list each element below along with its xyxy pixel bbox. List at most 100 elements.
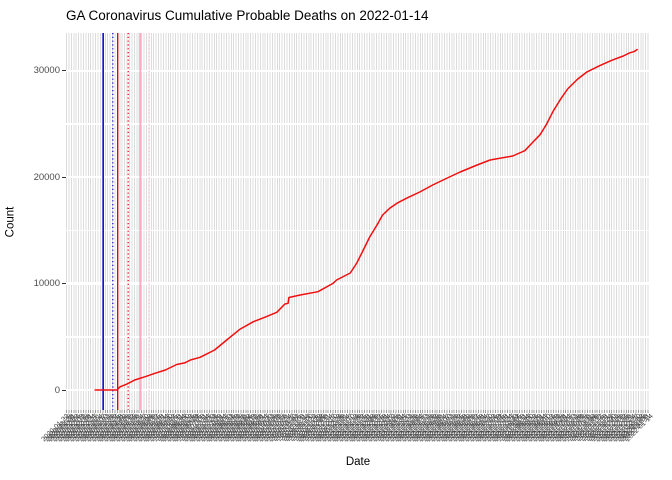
x-tick-label: 2020-04-24: [115, 413, 147, 444]
x-tick-label: 2020-12-02: [295, 413, 326, 444]
x-tick-label: 2020-03-19: [86, 413, 117, 444]
x-tick-label: 2022-01-11: [622, 413, 653, 443]
x-tick-label: 2020-02-27: [69, 413, 101, 444]
x-tick-label: 2020-12-23: [312, 413, 343, 444]
x-tick-label: 2020-07-05: [173, 413, 205, 444]
x-tick-label: 2021-12-12: [598, 413, 629, 444]
x-tick-label: 2021-01-10: [326, 413, 357, 444]
x-tick-label: 2020-05-21: [137, 413, 168, 444]
x-tick-label: 2021-10-16: [551, 413, 583, 444]
y-gridline-major: [66, 388, 650, 392]
x-tick-label: 2021-03-11: [375, 413, 406, 443]
x-tick-label: 2020-07-14: [181, 413, 212, 444]
x-axis-title: Date: [345, 456, 371, 468]
x-tick-label: 2021-09-13: [525, 413, 556, 444]
x-tick-label: 2021-04-13: [401, 413, 433, 444]
x-tick-label: 2021-08-05: [493, 413, 525, 444]
x-tick-label: 2020-10-27: [266, 413, 297, 444]
x-tick-label: 2021-07-21: [481, 413, 512, 444]
x-tick-label: 2020-04-30: [120, 413, 151, 444]
x-tick-label: 2021-12-18: [602, 413, 634, 444]
x-tick-label: 2021-10-10: [547, 413, 578, 444]
x-tick-label: 2021-10-07: [544, 413, 575, 444]
y-tick-mark: [62, 389, 66, 391]
x-tick-label: 2020-05-27: [142, 413, 173, 444]
x-tick-label: 2020-03-07: [77, 413, 108, 444]
x-tick-label: 2021-09-19: [530, 413, 561, 444]
x-tick-label: 2021-09-07: [520, 413, 551, 444]
x-tick-label: 2021-12-09: [595, 413, 626, 444]
x-tick-label: 2020-02-24: [67, 413, 98, 444]
x-tick-label: 2021-06-21: [457, 413, 488, 444]
x-tick-label: 2020-04-15: [108, 413, 139, 444]
x-tick-label: 2020-10-15: [256, 413, 287, 444]
x-tick-label: 2021-10-13: [549, 413, 580, 444]
y-gridline-minor: [66, 229, 650, 232]
x-tick-label: 2020-09-21: [236, 413, 268, 444]
x-tick-label: 2020-07-17: [183, 413, 214, 444]
x-tick-label: 2021-02-09: [350, 413, 382, 444]
x-tick-label: 2020-10-12: [253, 413, 285, 444]
x-tick-label: 2021-06-27: [462, 413, 493, 444]
x-tick-label: 2020-08-31: [220, 413, 251, 444]
x-tick-label: 2021-11-12: [574, 413, 605, 443]
x-tick-label: 2021-07-12: [474, 413, 505, 444]
x-tick-label: 2021-03-14: [377, 413, 408, 444]
x-tick-label: 2021-11-24: [583, 413, 614, 443]
x-tick-label: 2020-12-26: [314, 413, 345, 444]
x-tick-label: 2021-05-13: [425, 413, 457, 444]
x-tick-label: 2020-04-12: [106, 413, 137, 444]
x-tick-label: 2021-11-30: [588, 413, 619, 443]
x-tick-label: 2020-10-30: [268, 413, 299, 444]
x-tick-label: 2020-02-15: [60, 413, 91, 444]
x-tick-label: 2021-09-10: [522, 413, 554, 444]
y-gridline-major: [66, 69, 650, 73]
y-tick-mark: [62, 283, 66, 285]
x-tick-label: 2020-07-29: [193, 413, 224, 444]
deaths-line: [94, 48, 638, 391]
x-tick-label: 2020-11-11: [278, 413, 309, 443]
x-tick-label: 2020-11-08: [276, 413, 307, 443]
x-tick-label: 2020-06-29: [169, 413, 200, 444]
x-tick-label: 2021-04-07: [396, 413, 428, 444]
x-tick-label: 2020-02-12: [57, 413, 88, 444]
x-tick-label: 2021-10-22: [556, 413, 588, 444]
x-tick-label: 2020-03-04: [74, 413, 105, 444]
x-tick-label: 2020-12-08: [299, 413, 331, 444]
x-tick-label: 2021-10-28: [561, 413, 592, 444]
x-tick-label: 2021-09-22: [532, 413, 563, 444]
x-tick-label: 2021-01-04: [321, 413, 353, 444]
x-tick-label: 2021-05-01: [416, 413, 447, 444]
x-tick-label: 2021-01-13: [329, 413, 360, 444]
x-tick-label: 2020-08-22: [212, 413, 244, 444]
x-tick-label: 2022-01-14: [624, 413, 655, 444]
x-tick-label: 2020-03-16: [84, 413, 115, 444]
x-tick-label: 2020-11-26: [290, 413, 321, 443]
x-tick-label: 2021-05-28: [438, 413, 469, 444]
x-tick-label: 2021-07-18: [479, 413, 510, 444]
x-tick-label: 2021-10-19: [554, 413, 585, 444]
x-tick-label: 2020-05-09: [127, 413, 159, 444]
x-tick-label: 2021-07-30: [488, 413, 520, 444]
x-tick-label: 2020-09-03: [222, 413, 253, 444]
x-tick-label: 2021-03-08: [372, 413, 403, 444]
y-gridline-minor: [66, 336, 650, 338]
x-tick-label: 2021-05-19: [430, 413, 462, 444]
x-tick-label: 2021-12-24: [607, 413, 638, 444]
y-tick-mark: [62, 70, 66, 72]
x-tick-label: 2021-01-31: [343, 413, 374, 444]
x-tick-label: 2020-06-05: [149, 413, 180, 444]
x-tick-label: 2021-01-01: [319, 413, 350, 444]
x-tick-label: 2021-04-22: [409, 413, 440, 444]
x-tick-label: 2020-06-26: [166, 413, 197, 444]
x-tick-label: 2021-11-09: [571, 413, 602, 443]
x-tick-label: 2021-04-10: [399, 413, 430, 444]
x-tick-label: 2021-01-16: [331, 413, 362, 444]
x-tick-label: 2020-11-29: [293, 413, 323, 443]
x-tick-label: 2021-08-08: [496, 413, 527, 444]
x-tick-label: 2020-05-18: [135, 413, 166, 444]
x-tick-label: 2021-11-18: [579, 413, 609, 443]
x-tick-label: 2021-12-21: [605, 413, 636, 444]
x-tick-label: 2021-08-20: [505, 413, 537, 444]
x-tick-label: 2020-02-18: [62, 413, 93, 444]
